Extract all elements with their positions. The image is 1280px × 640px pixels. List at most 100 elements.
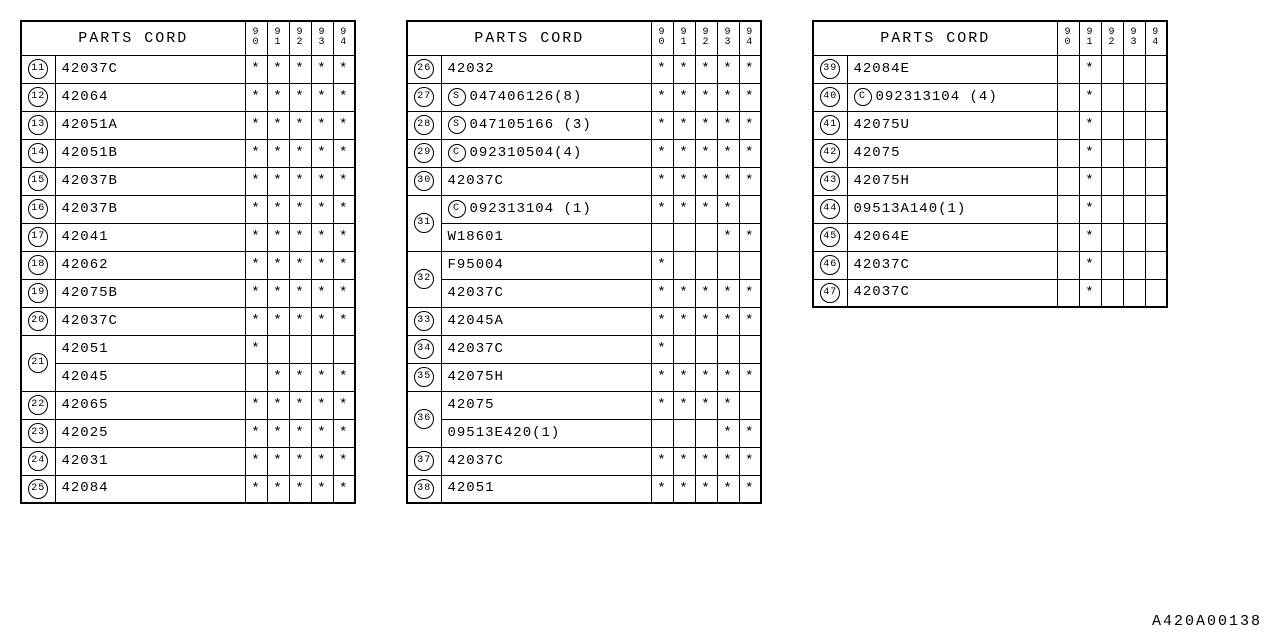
ref-cell: 40 xyxy=(813,83,847,111)
part-code: 42064 xyxy=(62,89,109,105)
year-mark: * xyxy=(739,279,761,307)
year-mark xyxy=(739,251,761,279)
year-mark: * xyxy=(333,447,355,475)
year-mark: * xyxy=(289,55,311,83)
year-mark: * xyxy=(673,167,695,195)
table-row: 4542064E* xyxy=(813,223,1167,251)
year-mark: * xyxy=(311,251,333,279)
year-mark: * xyxy=(333,167,355,195)
year-mark: * xyxy=(1079,139,1101,167)
year-mark: * xyxy=(311,363,333,391)
part-code: 42064E xyxy=(854,229,910,245)
part-cell: S047105166 (3) xyxy=(441,111,651,139)
year-mark: * xyxy=(289,447,311,475)
part-code: 092313104 (1) xyxy=(470,201,592,217)
year-mark: * xyxy=(717,419,739,447)
year-mark: * xyxy=(333,55,355,83)
year-mark: * xyxy=(739,419,761,447)
year-header-94: 94 xyxy=(1145,21,1167,55)
part-code: 092313104 (4) xyxy=(876,89,998,105)
part-cell: 42051 xyxy=(441,475,651,503)
year-mark xyxy=(1123,251,1145,279)
year-mark: * xyxy=(333,139,355,167)
ref-cell: 25 xyxy=(21,475,55,503)
year-mark xyxy=(651,223,673,251)
year-mark: * xyxy=(651,447,673,475)
year-header-92: 92 xyxy=(695,21,717,55)
ref-number-circle: 42 xyxy=(820,143,840,163)
year-mark: * xyxy=(651,279,673,307)
year-mark: * xyxy=(717,55,739,83)
year-mark: * xyxy=(695,307,717,335)
ref-number-circle: 11 xyxy=(28,59,48,79)
part-cell: 42084 xyxy=(55,475,245,503)
year-mark: * xyxy=(695,447,717,475)
table-row: 1542037B***** xyxy=(21,167,355,195)
year-mark xyxy=(1145,167,1167,195)
part-cell: 42045 xyxy=(55,363,245,391)
part-cell: C092313104 (4) xyxy=(847,83,1057,111)
parts-table-2: PARTS CORD90919293943942084E*40C09231310… xyxy=(812,20,1168,308)
part-cell: 42051 xyxy=(55,335,245,363)
year-mark xyxy=(1123,55,1145,83)
year-mark xyxy=(289,335,311,363)
year-header-90: 90 xyxy=(245,21,267,55)
year-mark: * xyxy=(267,223,289,251)
ref-number-circle: 18 xyxy=(28,255,48,275)
year-mark: * xyxy=(695,363,717,391)
table-row: 1442051B***** xyxy=(21,139,355,167)
ref-number-circle: 14 xyxy=(28,143,48,163)
table-row: 3842051***** xyxy=(407,475,761,503)
year-mark xyxy=(673,223,695,251)
part-code: 42045A xyxy=(448,313,504,329)
ref-cell: 20 xyxy=(21,307,55,335)
year-mark: * xyxy=(267,195,289,223)
ref-cell: 39 xyxy=(813,55,847,83)
year-mark: * xyxy=(739,83,761,111)
year-mark: * xyxy=(717,223,739,251)
year-mark: * xyxy=(717,195,739,223)
ref-number-circle: 13 xyxy=(28,115,48,135)
table-row: 3742037C***** xyxy=(407,447,761,475)
year-mark: * xyxy=(289,307,311,335)
year-mark: * xyxy=(717,307,739,335)
year-mark xyxy=(1145,83,1167,111)
table-row: 28S047105166 (3)***** xyxy=(407,111,761,139)
part-cell: 42037C xyxy=(441,279,651,307)
year-mark: * xyxy=(739,307,761,335)
ref-cell: 43 xyxy=(813,167,847,195)
ref-number-circle: 45 xyxy=(820,227,840,247)
year-mark xyxy=(717,251,739,279)
year-mark xyxy=(1123,167,1145,195)
part-code: 42051B xyxy=(62,145,118,161)
year-mark: * xyxy=(739,447,761,475)
year-mark xyxy=(1057,167,1079,195)
part-cell: 42037C xyxy=(441,167,651,195)
year-mark xyxy=(695,419,717,447)
year-mark: * xyxy=(673,55,695,83)
year-mark xyxy=(1145,55,1167,83)
year-mark: * xyxy=(289,391,311,419)
part-code: 092310504(4) xyxy=(470,145,583,161)
year-mark xyxy=(1057,83,1079,111)
year-header-93: 93 xyxy=(311,21,333,55)
ref-number-circle: 34 xyxy=(414,339,434,359)
part-cell: 42075H xyxy=(441,363,651,391)
part-code: 42051A xyxy=(62,117,118,133)
year-mark: * xyxy=(717,139,739,167)
year-header-91: 91 xyxy=(673,21,695,55)
part-code: 42075H xyxy=(448,369,504,385)
part-code: 42037C xyxy=(854,284,910,300)
year-mark: * xyxy=(695,391,717,419)
year-mark: * xyxy=(739,55,761,83)
year-mark: * xyxy=(651,251,673,279)
ref-number-circle: 40 xyxy=(820,87,840,107)
part-code: 42037C xyxy=(854,257,910,273)
year-mark: * xyxy=(1079,55,1101,83)
table-row: 3642075**** xyxy=(407,391,761,419)
ref-cell: 13 xyxy=(21,111,55,139)
part-code: 42051 xyxy=(62,341,109,357)
part-cell: 42075U xyxy=(847,111,1057,139)
year-mark: * xyxy=(289,195,311,223)
table-row: 09513E420(1)** xyxy=(407,419,761,447)
